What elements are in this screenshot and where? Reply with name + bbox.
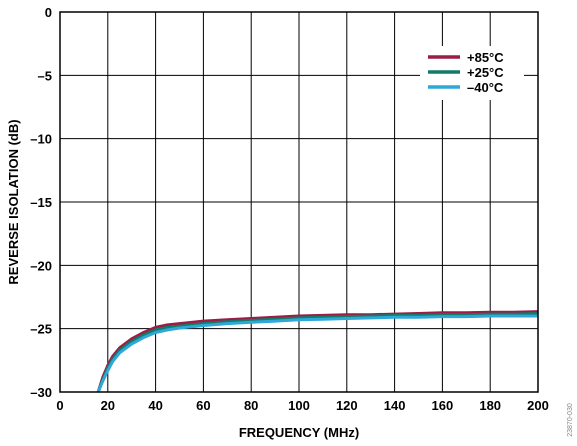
x-tick-label: 20	[101, 398, 115, 413]
x-tick-label: 180	[479, 398, 501, 413]
x-tick-label: 120	[336, 398, 358, 413]
x-tick-label: 60	[196, 398, 210, 413]
y-tick-label: –15	[30, 195, 52, 210]
y-tick-label: –10	[30, 132, 52, 147]
series-lines	[96, 310, 539, 393]
series-line-2	[96, 312, 539, 393]
y-tick-label: –20	[30, 258, 52, 273]
x-tick-label: 200	[527, 398, 549, 413]
y-tick-label: –5	[38, 68, 52, 83]
y-tick-label: 0	[45, 5, 52, 20]
legend-label-1: +85°C	[467, 50, 504, 65]
y-tick-label: –25	[30, 322, 52, 337]
legend-label-2: +25°C	[467, 65, 504, 80]
x-tick-labels: 0 20 40 60 80 100 120 140 160 180 200	[56, 398, 548, 413]
series-line-1	[96, 310, 539, 393]
series-line-3	[96, 314, 538, 393]
x-tick-label: 140	[384, 398, 406, 413]
x-tick-label: 100	[288, 398, 310, 413]
plot-frame	[59, 11, 539, 393]
legend-label-3: –40°C	[467, 80, 504, 95]
y-tick-label: –30	[30, 385, 52, 400]
x-tick-label: 80	[244, 398, 258, 413]
x-axis-label: FREQUENCY (MHz)	[239, 425, 359, 440]
y-axis-label: REVERSE ISOLATION (dB)	[6, 119, 21, 284]
figure-id: 23870-030	[567, 403, 574, 437]
legend: +85°C+25°C–40°C	[420, 46, 524, 100]
y-tick-labels: 0 –5 –10 –15 –20 –25 –30	[30, 5, 52, 400]
x-tick-label: 40	[148, 398, 162, 413]
x-tick-label: 0	[56, 398, 63, 413]
x-tick-label: 160	[432, 398, 454, 413]
